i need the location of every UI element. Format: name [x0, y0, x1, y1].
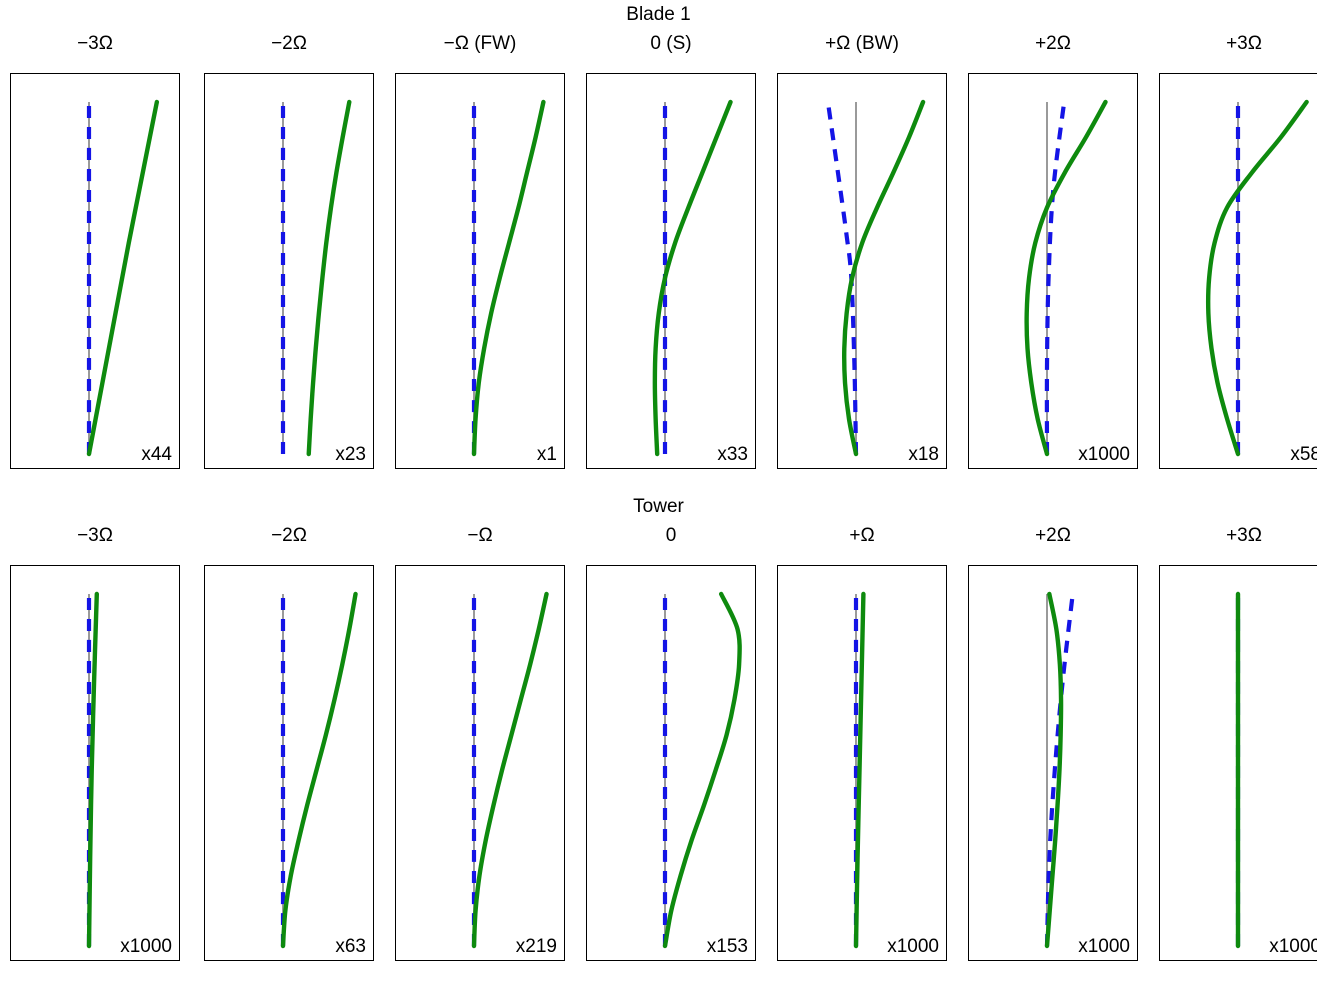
panel-label-blade-2: −Ω (FW): [443, 33, 517, 54]
panel-label-blade-0: −3Ω: [77, 33, 113, 54]
solid-mode-curve: [86, 99, 160, 457]
mode-shape-panel-tower-0: x1000: [10, 565, 180, 961]
mode-shape-panel-tower-6: x1000: [1159, 565, 1317, 961]
magnification-label-tower-0: x1000: [120, 936, 172, 957]
mode-shape-panel-blade-2: x1: [395, 73, 565, 469]
panel-label-tower-2: −Ω: [467, 525, 493, 546]
solid-mode-curve: [842, 99, 926, 457]
magnification-label-tower-6: x1000: [1269, 936, 1317, 957]
panel-label-tower-0: −3Ω: [77, 525, 113, 546]
mode-shape-panel-tower-3: x153: [586, 565, 756, 961]
solid-mode-curve: [471, 591, 549, 949]
solid-mode-curve: [306, 99, 352, 457]
magnification-label-blade-4: x18: [908, 444, 939, 465]
panel-label-blade-3: 0 (S): [650, 33, 692, 54]
magnification-label-blade-1: x23: [335, 444, 366, 465]
panel-label-blade-6: +3Ω: [1226, 33, 1262, 54]
solid-mode-curve: [1024, 99, 1108, 457]
magnification-label-tower-4: x1000: [887, 936, 939, 957]
mode-shape-panel-blade-5: x1000: [968, 73, 1138, 469]
solid-mode-curve: [86, 591, 99, 949]
mode-shape-panel-tower-5: x1000: [968, 565, 1138, 961]
dashed-mode-curve: [1044, 101, 1067, 455]
panel-label-tower-5: +2Ω: [1035, 525, 1071, 546]
magnification-label-blade-2: x1: [536, 444, 557, 465]
dashed-mode-curve: [825, 101, 859, 455]
mode-shape-panel-blade-4: x18: [777, 73, 947, 469]
dashed-mode-curve: [1044, 593, 1075, 947]
magnification-label-tower-1: x63: [335, 936, 366, 957]
solid-mode-curve: [652, 99, 733, 457]
tower-section-title: Tower: [633, 496, 684, 517]
solid-mode-curve: [662, 591, 742, 949]
solid-mode-curve: [1044, 591, 1064, 949]
solid-mode-curve: [280, 591, 358, 949]
mode-shape-panel-tower-2: x219: [395, 565, 565, 961]
solid-mode-curve: [853, 591, 866, 949]
blade-panel-labels: −3Ω −2Ω −Ω (FW) 0 (S) +Ω (BW) +2Ω +3Ω: [0, 32, 1317, 58]
panel-label-tower-1: −2Ω: [271, 525, 307, 546]
magnification-label-blade-0: x44: [141, 444, 172, 465]
panel-label-tower-3: 0: [665, 525, 677, 546]
mode-shape-panel-blade-6: x58: [1159, 73, 1317, 469]
mode-shape-panel-tower-1: x63: [204, 565, 374, 961]
mode-shape-panel-blade-3: x33: [586, 73, 756, 469]
mode-shape-panel-blade-0: x44: [10, 73, 180, 469]
panel-label-blade-1: −2Ω: [271, 33, 307, 54]
solid-mode-curve: [471, 99, 546, 457]
magnification-label-tower-5: x1000: [1078, 936, 1130, 957]
magnification-label-tower-3: x153: [706, 936, 748, 957]
panel-label-tower-4: +Ω: [849, 525, 875, 546]
panel-label-tower-6: +3Ω: [1226, 525, 1262, 546]
blade-section-title: Blade 1: [626, 4, 691, 25]
magnification-label-blade-3: x33: [717, 444, 748, 465]
panel-label-blade-5: +2Ω: [1035, 33, 1071, 54]
mode-shape-panel-blade-1: x23: [204, 73, 374, 469]
panel-label-blade-4: +Ω (BW): [825, 33, 899, 54]
mode-shape-panel-tower-4: x1000: [777, 565, 947, 961]
magnification-label-tower-2: x219: [515, 936, 557, 957]
magnification-label-blade-5: x1000: [1078, 444, 1130, 465]
magnification-label-blade-6: x58: [1290, 444, 1317, 465]
tower-panel-labels: −3Ω −2Ω −Ω 0 +Ω +2Ω +3Ω: [0, 524, 1317, 550]
solid-mode-curve: [1205, 99, 1309, 457]
